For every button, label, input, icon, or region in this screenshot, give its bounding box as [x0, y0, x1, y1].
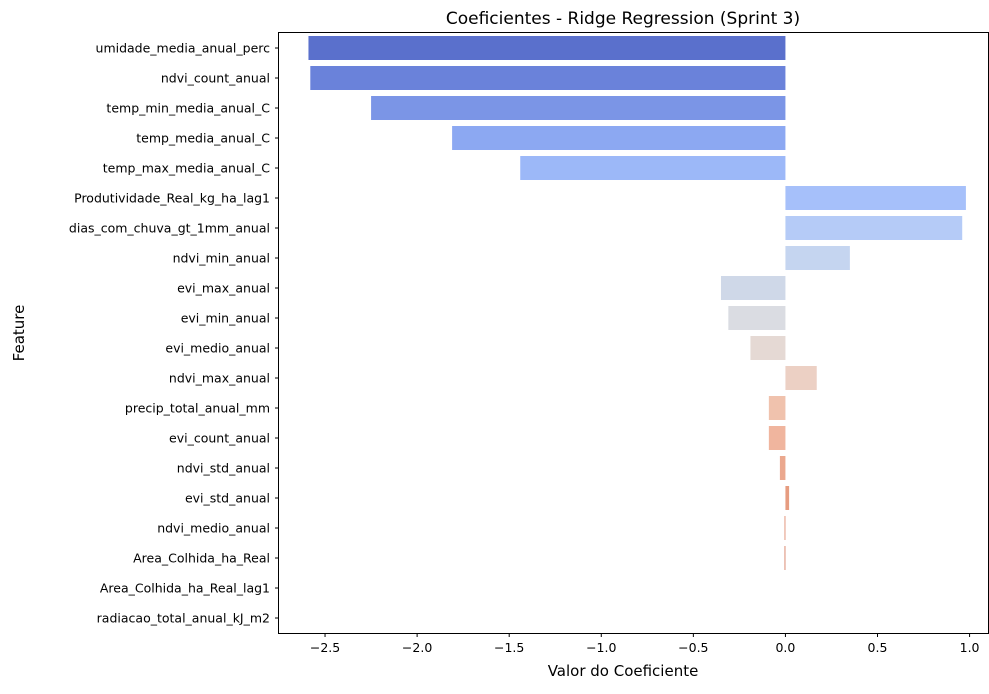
y-tick-label: evi_max_anual: [177, 281, 270, 296]
bar-dias_com_chuva_gt_1mm_anual: [785, 216, 963, 240]
y-tick-label: precip_total_anual_mm: [125, 401, 270, 416]
y-tick-label: evi_std_anual: [185, 491, 270, 506]
bar-evi_max_anual: [720, 276, 786, 300]
x-tick-label: −2.0: [402, 640, 432, 655]
y-tick-label: Area_Colhida_ha_Real_lag1: [100, 581, 270, 596]
bar-ndvi_max_anual: [785, 366, 817, 390]
bar-temp_max_media_anual_C: [520, 156, 786, 180]
y-tick-label: evi_count_anual: [169, 431, 270, 446]
y-tick-label: temp_max_media_anual_C: [103, 161, 271, 176]
x-tick-label: −0.5: [678, 640, 708, 655]
y-tick-label: Area_Colhida_ha_Real: [133, 551, 270, 566]
x-tick-label: −1.5: [494, 640, 524, 655]
bar-evi_min_anual: [728, 306, 786, 330]
y-tick-label: dias_com_chuva_gt_1mm_anual: [69, 221, 270, 236]
bar-evi_count_anual: [768, 426, 786, 450]
x-tick-label: −2.5: [310, 640, 340, 655]
y-tick-label: evi_min_anual: [181, 311, 270, 326]
y-tick-label: radiacao_total_anual_kJ_m2: [97, 611, 270, 626]
y-tick-label: temp_media_anual_C: [136, 131, 270, 146]
bar-precip_total_anual_mm: [768, 396, 786, 420]
bar-ndvi_min_anual: [785, 246, 850, 270]
x-tick-label: 1.0: [960, 640, 980, 655]
bar-Produtividade_Real_kg_ha_lag1: [785, 186, 966, 210]
y-tick-label: ndvi_min_anual: [173, 251, 270, 266]
x-tick-label: 0.0: [775, 640, 795, 655]
bar-temp_min_media_anual_C: [371, 96, 786, 120]
x-tick-labels: −2.5 −2.0 −1.5 −1.0 −0.5 0.0 0.5 1.0: [310, 633, 980, 655]
y-tick-label: Produtividade_Real_kg_ha_lag1: [74, 191, 270, 206]
y-tick-label: umidade_media_anual_perc: [96, 41, 271, 56]
bar-temp_media_anual_C: [452, 126, 786, 150]
y-axis-label: Feature: [10, 305, 28, 362]
y-tick-label: ndvi_std_anual: [177, 461, 270, 476]
y-tick-label: temp_min_media_anual_C: [106, 101, 270, 116]
bar-ndvi_std_anual: [779, 456, 786, 480]
y-tick-label: ndvi_max_anual: [169, 371, 270, 386]
y-tick-labels: umidade_media_anual_perc ndvi_count_anual…: [69, 41, 279, 626]
chart-title: Coeficientes - Ridge Regression (Sprint …: [446, 9, 800, 29]
bar-evi_std_anual: [785, 486, 790, 510]
plot-frame: [278, 32, 989, 634]
y-tick-label: ndvi_medio_anual: [157, 521, 270, 536]
x-tick-label: −1.0: [586, 640, 616, 655]
y-tick-label: ndvi_count_anual: [161, 71, 270, 86]
bar-umidade_media_anual_perc: [308, 36, 786, 60]
bar-Area_Colhida_ha_Real: [784, 546, 786, 570]
bar-evi_medio_anual: [750, 336, 786, 360]
bar-ndvi_count_anual: [310, 66, 786, 90]
bars-group: [308, 36, 966, 570]
x-axis-label: Valor do Coeficiente: [548, 662, 699, 680]
y-tick-label: evi_medio_anual: [165, 341, 270, 356]
bar-ndvi_medio_anual: [784, 516, 786, 540]
x-tick-label: 0.5: [868, 640, 888, 655]
